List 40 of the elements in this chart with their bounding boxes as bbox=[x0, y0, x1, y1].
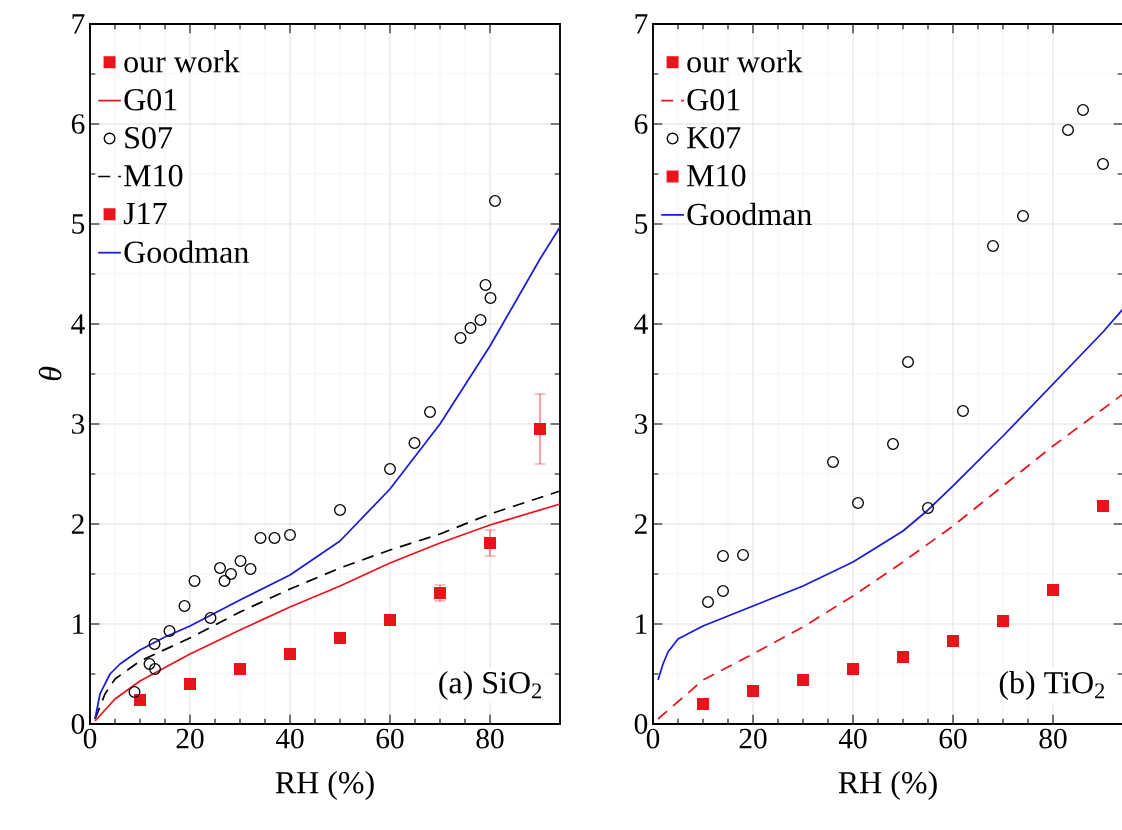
y-tick-label: 5 bbox=[635, 214, 648, 234]
x-axis-title: RH (%) bbox=[838, 770, 937, 800]
y-tick-label: 6 bbox=[71, 114, 85, 134]
legend-label: K07 bbox=[687, 126, 741, 149]
x-tick-label: 20 bbox=[739, 728, 767, 749]
y-tick-label: 4 bbox=[71, 314, 85, 334]
legend-label: G01 bbox=[687, 88, 740, 111]
x-tick-label: 80 bbox=[476, 728, 504, 749]
y-tick-label: 7 bbox=[72, 14, 85, 34]
legend-label: our work bbox=[687, 50, 803, 73]
y-tick-label: 5 bbox=[72, 214, 85, 234]
y-tick-label: 0 bbox=[71, 714, 85, 734]
y-tick-label: 7 bbox=[635, 14, 648, 34]
x-tick-label: 60 bbox=[376, 728, 404, 749]
legend-label: M10 bbox=[687, 164, 746, 187]
y-tick-label: 2 bbox=[634, 514, 647, 534]
y-axis-title: θ bbox=[38, 366, 62, 381]
y-tick-label: 3 bbox=[72, 414, 85, 434]
y-tick-label: 6 bbox=[634, 114, 648, 134]
annotation: (a) SiO$_{2}$ bbox=[439, 671, 542, 701]
y-tick-label: 1 bbox=[636, 614, 647, 634]
legend-label: J17 bbox=[123, 202, 167, 225]
legend-label: Goodman bbox=[687, 202, 812, 226]
x-tick-label: 40 bbox=[838, 728, 867, 749]
legend-label: G01 bbox=[124, 88, 177, 111]
x-tick-label: 60 bbox=[939, 728, 967, 749]
legend-label: our work bbox=[124, 50, 240, 73]
legend-label: S07 bbox=[125, 126, 173, 149]
y-tick-label: 2 bbox=[71, 514, 84, 534]
legend-label: M10 bbox=[124, 164, 183, 187]
legend-label: Goodman bbox=[124, 240, 249, 264]
y-tick-label: 4 bbox=[634, 314, 648, 334]
y-tick-label: 0 bbox=[634, 714, 648, 734]
x-tick-label: 80 bbox=[1039, 728, 1067, 749]
x-axis-title: RH (%) bbox=[275, 770, 374, 800]
x-tick-label: 40 bbox=[275, 728, 304, 749]
x-tick-label: 20 bbox=[176, 728, 204, 749]
annotation: (b) TiO$_{2}$ bbox=[999, 671, 1105, 701]
y-tick-label: 3 bbox=[635, 414, 648, 434]
y-tick-label: 1 bbox=[73, 614, 84, 634]
